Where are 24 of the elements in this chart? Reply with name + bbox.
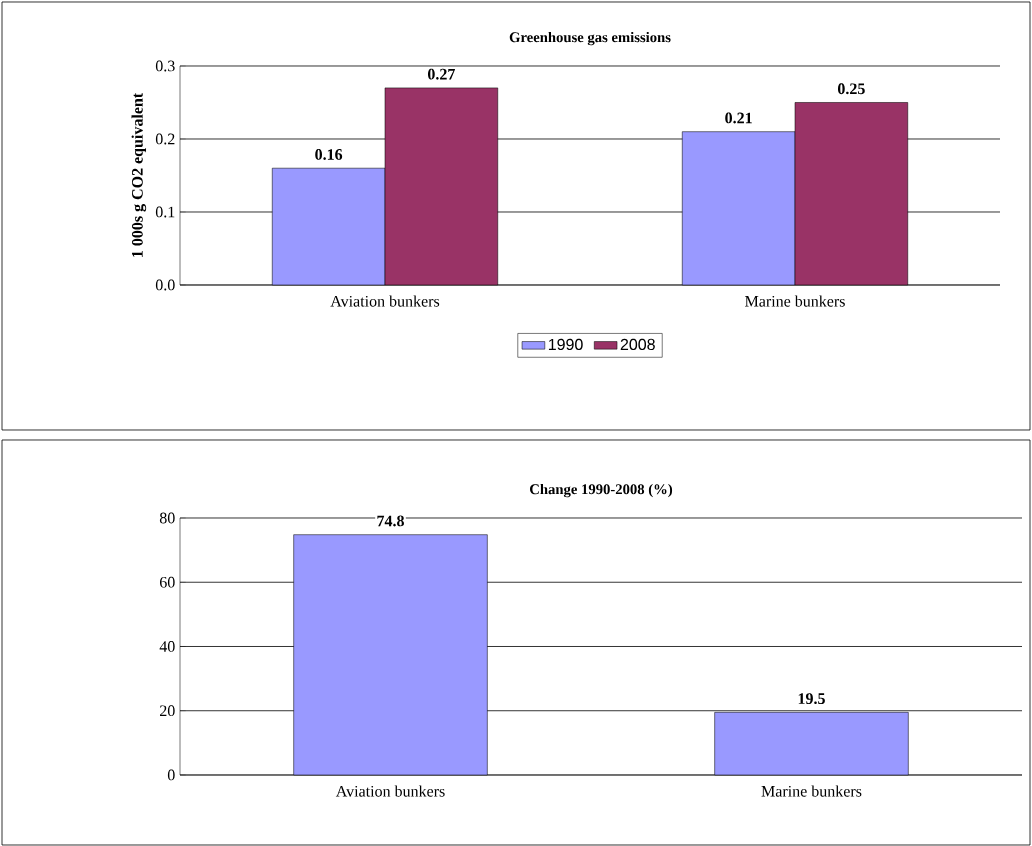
y-tick-label: 0.1 [155,206,175,218]
y-axis-title: 1 000s g CO2 equivalent [131,92,147,257]
y-tick-label: 60 [159,576,175,588]
x-tick-label: Aviation bunkers [335,785,445,797]
data-label: 0.21 [725,112,752,124]
x-tick-label: Marine bunkers [761,785,862,797]
x-tick-label: Marine bunkers [745,295,845,307]
y-tick-label: 20 [160,705,175,717]
legend-label: 1990 [548,338,583,351]
legend-label: 2008 [620,338,655,351]
data-label: 19.5 [798,693,825,705]
y-tick-label: 0.3 [155,60,175,72]
y-tick-label: 40 [159,641,175,652]
y-tick-label: 0.2 [155,133,175,145]
chart-title: Greenhouse gas emissions [509,31,671,46]
chart-title: Change 1990-2008 (%) [530,483,673,498]
y-tick-label: 80 [159,512,175,524]
x-tick-label: Aviation bunkers [330,295,440,307]
y-tick-label: 0 [167,769,175,781]
data-label: 0.16 [315,149,343,160]
y-tick-label: 0.0 [155,279,175,291]
data-label: 0.27 [427,68,455,80]
data-label: 0.25 [837,83,865,95]
data-label: 74.8 [377,515,404,527]
